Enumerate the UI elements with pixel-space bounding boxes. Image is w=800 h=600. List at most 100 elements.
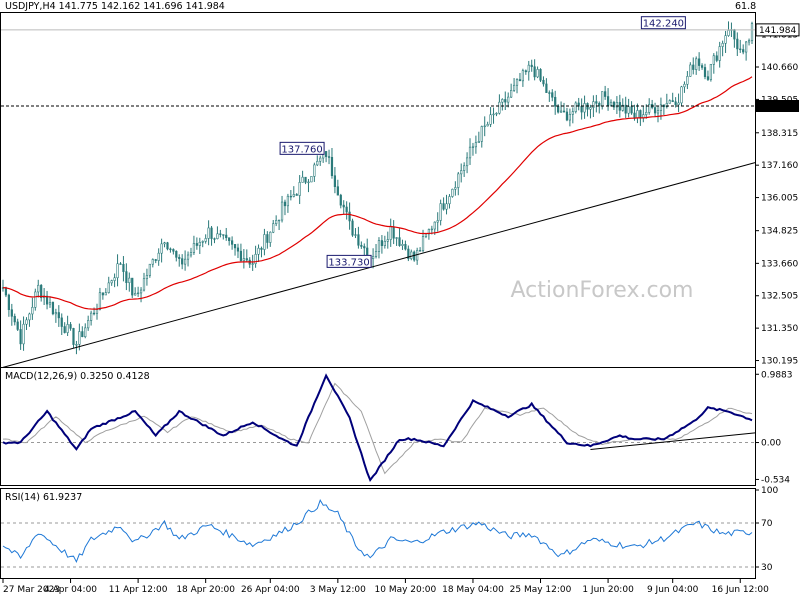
candle-body bbox=[451, 188, 454, 197]
candle-body bbox=[134, 292, 137, 296]
candle-body bbox=[398, 237, 401, 246]
candle-body bbox=[175, 250, 178, 258]
x-tick-label: 26 Apr 04:00 bbox=[241, 585, 300, 595]
candle-body bbox=[219, 233, 222, 235]
candle-body bbox=[98, 292, 102, 310]
candle-body bbox=[371, 256, 375, 259]
x-tick-label: 9 Jun 04:00 bbox=[647, 585, 699, 595]
candle-body bbox=[316, 160, 319, 166]
candle-body bbox=[486, 124, 489, 127]
candle-body bbox=[210, 227, 213, 239]
candle-body bbox=[51, 302, 55, 315]
candle-body bbox=[72, 328, 75, 345]
candle-body bbox=[683, 83, 686, 88]
current-price-tag-label: 141.984 bbox=[759, 26, 796, 36]
candle-body bbox=[380, 240, 384, 246]
candle-body bbox=[659, 104, 663, 111]
candle-body bbox=[442, 203, 445, 210]
candle-body bbox=[433, 221, 436, 230]
candle-body bbox=[565, 111, 569, 121]
candle-body bbox=[172, 249, 175, 252]
candle-body bbox=[498, 101, 501, 114]
candle-body bbox=[648, 104, 651, 113]
macd-panel-title: MACD(12,26,9) 0.3250 0.4128 bbox=[5, 371, 150, 382]
candle-body bbox=[689, 64, 692, 77]
candle-body bbox=[518, 79, 522, 82]
price-ytick-label: 133.660 bbox=[761, 259, 798, 269]
candle-body bbox=[627, 106, 630, 114]
candle-body bbox=[54, 312, 57, 315]
candle-body bbox=[87, 320, 90, 329]
candle-body bbox=[34, 291, 37, 308]
candle-body bbox=[142, 278, 146, 291]
candle-body bbox=[448, 196, 451, 205]
candle-body bbox=[357, 234, 360, 246]
candle-body bbox=[562, 110, 566, 113]
candle-body bbox=[554, 96, 557, 107]
candle-body bbox=[542, 79, 545, 85]
candle-body bbox=[630, 106, 633, 114]
candle-body bbox=[198, 242, 201, 246]
price-ytick-label: 134.825 bbox=[761, 227, 798, 237]
candle-body bbox=[286, 195, 290, 207]
candle-body bbox=[101, 292, 104, 296]
candle-body bbox=[19, 329, 22, 345]
candle-body bbox=[28, 313, 31, 321]
candle-body bbox=[204, 238, 207, 242]
candle-body bbox=[251, 263, 254, 265]
candle-body bbox=[548, 92, 551, 94]
candle-body bbox=[404, 244, 407, 250]
macd-panel-frame bbox=[0, 367, 756, 486]
candle-body bbox=[292, 194, 295, 197]
candle-body bbox=[37, 284, 40, 293]
candle-body bbox=[551, 92, 554, 98]
candle-body bbox=[645, 112, 648, 115]
candle-body bbox=[7, 294, 10, 310]
candle-body bbox=[592, 101, 595, 108]
candle-body bbox=[521, 70, 524, 82]
candle-body bbox=[307, 181, 310, 184]
candle-body bbox=[351, 220, 354, 236]
candle-body bbox=[181, 258, 184, 265]
candle-body bbox=[677, 102, 680, 105]
price-ytick-label: 130.195 bbox=[761, 357, 798, 367]
candle-body bbox=[81, 331, 84, 338]
candle-body bbox=[272, 223, 275, 233]
candle-body bbox=[504, 99, 507, 103]
candle-body bbox=[231, 240, 234, 245]
price-ytick-label: 140.660 bbox=[761, 63, 798, 73]
candle-body bbox=[31, 307, 34, 315]
candle-body bbox=[266, 234, 269, 243]
candle-body bbox=[75, 344, 78, 346]
candle-body bbox=[16, 321, 19, 330]
price-layer: 130.195 131.350 132.505 133.660 134.825 136.0… bbox=[1, 16, 800, 368]
candle-body bbox=[580, 105, 583, 113]
candle-body bbox=[424, 233, 428, 237]
candle-body bbox=[192, 243, 196, 253]
candle-body bbox=[128, 277, 131, 284]
candle-body bbox=[145, 275, 149, 280]
candle-body bbox=[301, 176, 304, 183]
price-ytick-label: 137.160 bbox=[761, 161, 798, 171]
candle-body bbox=[706, 76, 710, 80]
price-annotation: 133.730 bbox=[326, 254, 372, 268]
candle-body bbox=[207, 227, 210, 239]
candle-body bbox=[624, 104, 627, 114]
candle-body bbox=[269, 231, 272, 243]
support-level-tag-label: 139.270 bbox=[759, 102, 796, 112]
candle-body bbox=[501, 99, 504, 103]
rsi-ytick-label: 30 bbox=[761, 563, 773, 573]
candle-body bbox=[216, 233, 219, 240]
price-annotation-label: 133.730 bbox=[328, 257, 369, 268]
candle-body bbox=[392, 226, 395, 239]
candle-body bbox=[25, 319, 28, 325]
candle-body bbox=[201, 241, 204, 243]
candle-body bbox=[530, 64, 533, 68]
candle-body bbox=[242, 258, 245, 261]
candle-body bbox=[66, 324, 69, 333]
candle-body bbox=[57, 312, 60, 319]
x-tick-label: 16 Jun 12:00 bbox=[712, 585, 769, 595]
candle-body bbox=[245, 258, 248, 261]
candle-body bbox=[339, 194, 342, 206]
candle-body bbox=[333, 175, 337, 187]
